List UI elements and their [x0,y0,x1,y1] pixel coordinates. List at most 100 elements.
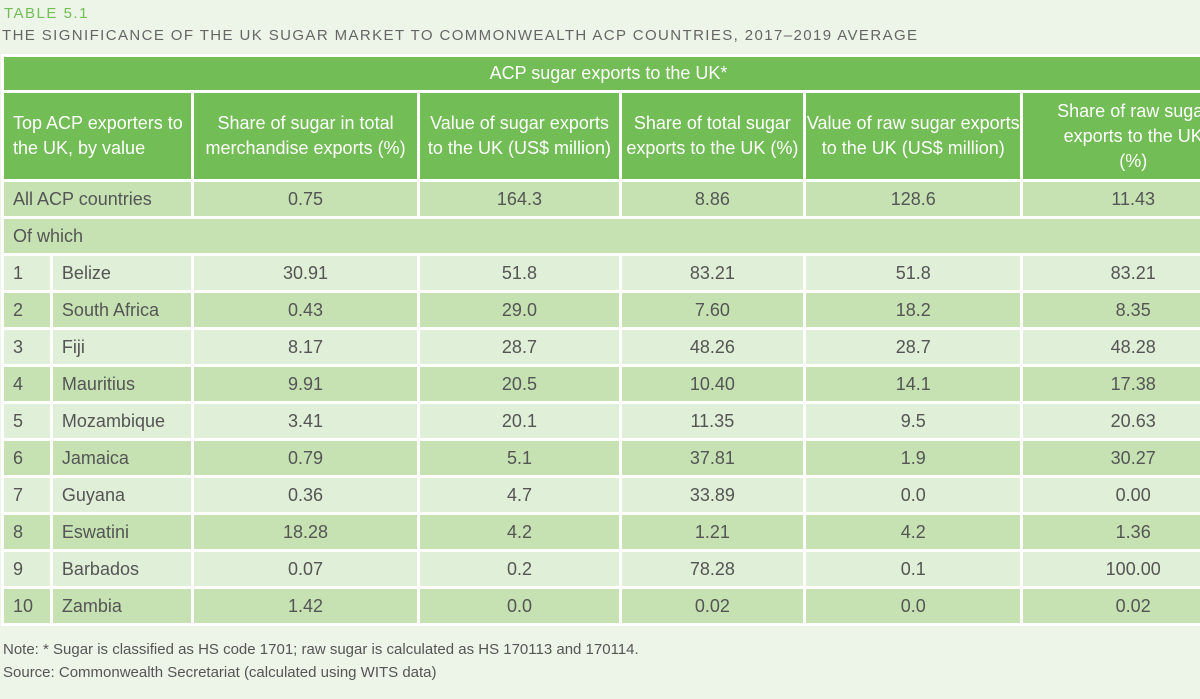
table-row: 2 South Africa 0.43 29.0 7.60 18.2 8.35 [4,293,1200,327]
cell: 0.2 [420,552,619,586]
rank-cell: 8 [4,515,50,549]
rank-cell: 1 [4,256,50,290]
table-title: THE SIGNIFICANCE OF THE UK SUGAR MARKET … [2,27,919,44]
group-header: ACP sugar exports to the UK* [4,57,1200,90]
cell: 83.21 [621,256,804,290]
cell: 3.41 [193,404,418,438]
rank-cell: 5 [4,404,50,438]
country-cell: Belize [52,256,191,290]
cell: 20.63 [1023,404,1200,438]
column-header: Top ACP exporters to the UK, by value [4,93,191,179]
cell: 28.7 [806,330,1021,364]
cell: 1.21 [621,515,804,549]
table-row: 3 Fiji 8.17 28.7 48.26 28.7 48.28 [4,330,1200,364]
cell: 1.36 [1023,515,1200,549]
cell: 0.00 [1023,478,1200,512]
cell: 33.89 [621,478,804,512]
rank-cell: 4 [4,367,50,401]
cell: 11.35 [621,404,804,438]
note: Note: * Sugar is classified as HS code 1… [3,641,639,658]
cell: 9.91 [193,367,418,401]
cell: 51.8 [806,256,1021,290]
table-row: 10 Zambia 1.42 0.0 0.02 0.0 0.02 [4,589,1200,623]
cell: 1.9 [806,441,1021,475]
cell: 4.7 [420,478,619,512]
cell: 8.35 [1023,293,1200,327]
cell: 1.42 [193,589,418,623]
subheading: Of which [4,219,1200,253]
total-row: All ACP countries 0.75 164.3 8.86 128.6 … [4,182,1200,216]
rank-cell: 6 [4,441,50,475]
table-row: 8 Eswatini 18.28 4.2 1.21 4.2 1.36 [4,515,1200,549]
table-row: 5 Mozambique 3.41 20.1 11.35 9.5 20.63 [4,404,1200,438]
table-label: TABLE 5.1 [4,5,89,22]
cell: 4.2 [806,515,1021,549]
cell: 20.1 [420,404,619,438]
cell: 8.86 [621,182,804,216]
cell: 17.38 [1023,367,1200,401]
country-cell: Mozambique [52,404,191,438]
cell: 48.26 [621,330,804,364]
country-cell: Mauritius [52,367,191,401]
cell: 0.02 [1023,589,1200,623]
cell: 0.0 [420,589,619,623]
subheading-row: Of which [4,219,1200,253]
cell: 5.1 [420,441,619,475]
cell: 18.2 [806,293,1021,327]
cell: 0.75 [193,182,418,216]
table-row: 6 Jamaica 0.79 5.1 37.81 1.9 30.27 [4,441,1200,475]
cell: 0.43 [193,293,418,327]
column-header: Value of sugar exports to the UK (US$ mi… [420,93,619,179]
column-header: Share of sugar in total merchandise expo… [193,93,418,179]
cell: 18.28 [193,515,418,549]
cell: 29.0 [420,293,619,327]
cell: 9.5 [806,404,1021,438]
cell: 30.91 [193,256,418,290]
cell: 0.0 [806,478,1021,512]
cell: 0.0 [806,589,1021,623]
source: Source: Commonwealth Secretariat (calcul… [3,664,437,681]
country-cell: South Africa [52,293,191,327]
column-header: Share of raw sugar exports to the UK (%) [1023,93,1200,179]
cell: 30.27 [1023,441,1200,475]
cell: 164.3 [420,182,619,216]
cell: 78.28 [621,552,804,586]
cell: 0.02 [621,589,804,623]
cell: 37.81 [621,441,804,475]
table-row: 7 Guyana 0.36 4.7 33.89 0.0 0.00 [4,478,1200,512]
cell: 28.7 [420,330,619,364]
rank-cell: 9 [4,552,50,586]
country-cell: Fiji [52,330,191,364]
cell: 14.1 [806,367,1021,401]
sugar-market-table: ACP sugar exports to the UK* Top ACP exp… [1,54,1200,626]
cell: 128.6 [806,182,1021,216]
column-header-row: Top ACP exporters to the UK, by value Sh… [4,93,1200,179]
column-header: Value of raw sugar exports to the UK (US… [806,93,1021,179]
cell: 8.17 [193,330,418,364]
country-cell: Barbados [52,552,191,586]
country-cell: Jamaica [52,441,191,475]
cell: 51.8 [420,256,619,290]
rank-cell: 3 [4,330,50,364]
notes: Note: * Sugar is classified as HS code 1… [3,638,639,684]
column-header: Share of total sugar exports to the UK (… [621,93,804,179]
cell: 100.00 [1023,552,1200,586]
cell: 0.36 [193,478,418,512]
table-row: 9 Barbados 0.07 0.2 78.28 0.1 100.00 [4,552,1200,586]
table-row: 1 Belize 30.91 51.8 83.21 51.8 83.21 [4,256,1200,290]
cell: 10.40 [621,367,804,401]
cell: 0.1 [806,552,1021,586]
cell: 20.5 [420,367,619,401]
rank-cell: 10 [4,589,50,623]
rank-cell: 2 [4,293,50,327]
cell: 7.60 [621,293,804,327]
cell: 4.2 [420,515,619,549]
row-name: All ACP countries [4,182,191,216]
cell: 83.21 [1023,256,1200,290]
country-cell: Guyana [52,478,191,512]
cell: 0.07 [193,552,418,586]
cell: 48.28 [1023,330,1200,364]
country-cell: Eswatini [52,515,191,549]
cell: 0.79 [193,441,418,475]
rank-cell: 7 [4,478,50,512]
